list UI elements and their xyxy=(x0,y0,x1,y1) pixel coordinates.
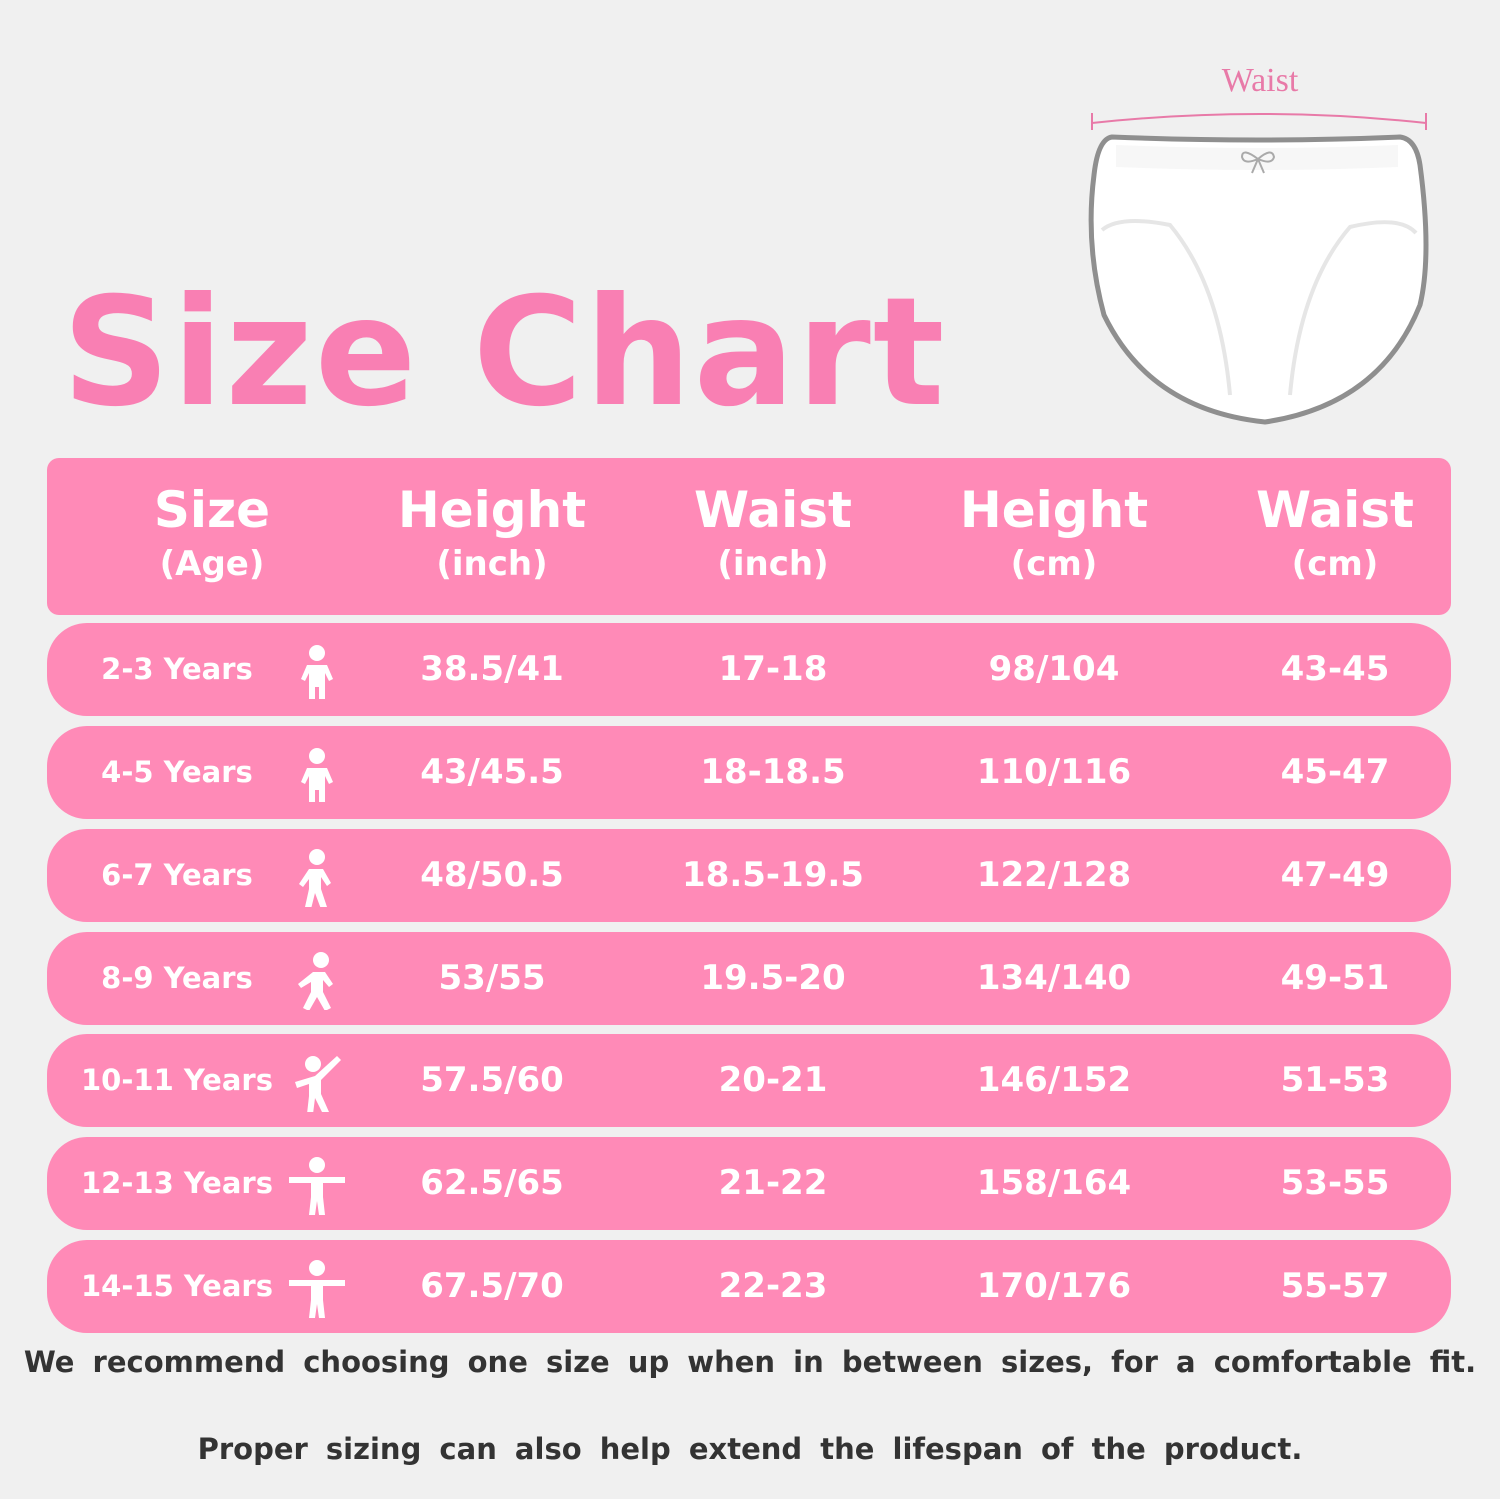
height-cm-cell: 110/116 xyxy=(976,752,1132,792)
waist-cm-cell: 47-49 xyxy=(1280,855,1390,895)
waist-measure-line xyxy=(1091,113,1427,124)
waist-cm-cell: 51-53 xyxy=(1280,1060,1390,1100)
waist-cm-cell: 45-47 xyxy=(1280,752,1390,792)
page-title: Size Chart xyxy=(62,266,947,440)
waist-in-cell: 21-22 xyxy=(718,1163,828,1203)
table-row: 10-11 Years 57.5/60 20-21 146/152 51-53 xyxy=(47,1034,1451,1127)
header-sub: (cm) xyxy=(1010,544,1098,584)
size-cell: 8-9 Years xyxy=(101,961,253,995)
height-in-cell: 53/55 xyxy=(438,958,546,998)
waist-in-cell: 20-21 xyxy=(718,1060,828,1100)
height-in-cell: 48/50.5 xyxy=(420,855,564,895)
header-sub: (inch) xyxy=(436,544,548,584)
waist-cm-cell: 53-55 xyxy=(1280,1163,1390,1203)
header-waist-cm: Waist (cm) xyxy=(1205,480,1465,588)
toddler-icon xyxy=(301,748,333,802)
header-height-inch: Height (inch) xyxy=(362,480,622,588)
header-main: Waist xyxy=(1256,481,1414,539)
height-in-cell: 43/45.5 xyxy=(420,752,564,792)
waist-cm-cell: 43-45 xyxy=(1280,649,1390,689)
size-cell: 6-7 Years xyxy=(101,858,253,892)
table-row: 4-5 Years 43/45.5 18-18.5 110/116 45-47 xyxy=(47,726,1451,819)
height-in-cell: 67.5/70 xyxy=(420,1266,564,1306)
child-walking-icon xyxy=(299,849,331,907)
header-main: Size xyxy=(153,481,271,539)
child-arms-out-icon xyxy=(289,1157,345,1215)
height-cm-cell: 134/140 xyxy=(976,958,1132,998)
header-sub: (inch) xyxy=(717,544,829,584)
table-row: 12-13 Years 62.5/65 21-22 158/164 53-55 xyxy=(47,1137,1451,1230)
waist-in-cell: 18.5-19.5 xyxy=(682,855,864,895)
height-cm-cell: 170/176 xyxy=(976,1266,1132,1306)
lifespan-note: Proper sizing can also help extend the l… xyxy=(197,1432,1303,1466)
size-cell: 10-11 Years xyxy=(81,1063,273,1097)
header-sub: (Age) xyxy=(159,544,265,584)
height-cm-cell: 98/104 xyxy=(988,649,1120,689)
waist-label: Waist xyxy=(1221,62,1299,99)
header-height-cm: Height (cm) xyxy=(924,480,1184,588)
height-cm-cell: 146/152 xyxy=(976,1060,1132,1100)
waist-cm-cell: 49-51 xyxy=(1280,958,1390,998)
height-in-cell: 57.5/60 xyxy=(420,1060,564,1100)
size-cell: 14-15 Years xyxy=(81,1269,273,1303)
child-dancing-icon xyxy=(295,1056,341,1112)
child-arms-out-icon xyxy=(289,1260,345,1318)
child-running-icon xyxy=(298,952,333,1010)
table-row: 2-3 Years 38.5/41 17-18 98/104 43-45 xyxy=(47,623,1451,716)
bow-icon xyxy=(1240,151,1276,174)
toddler-icon xyxy=(301,645,333,699)
table-row: 6-7 Years 48/50.5 18.5-19.5 122/128 47-49 xyxy=(47,829,1451,922)
header-main: Height xyxy=(959,481,1149,539)
height-in-cell: 62.5/65 xyxy=(420,1163,564,1203)
table-row: 14-15 Years 67.5/70 22-23 170/176 55-57 xyxy=(47,1240,1451,1333)
waist-in-cell: 17-18 xyxy=(718,649,828,689)
header-size: Size (Age) xyxy=(82,480,342,588)
height-in-cell: 38.5/41 xyxy=(420,649,564,689)
table-header: Size (Age) Height (inch) Waist (inch) Heigh… xyxy=(47,458,1451,615)
header-waist-inch: Waist (inch) xyxy=(643,480,903,588)
briefs-illustration xyxy=(1088,113,1429,425)
table-row: 8-9 Years 53/55 19.5-20 134/140 49-51 xyxy=(47,932,1451,1025)
size-cell: 4-5 Years xyxy=(101,755,253,789)
size-cell: 12-13 Years xyxy=(81,1166,273,1200)
header-main: Height xyxy=(397,481,587,539)
waist-in-cell: 22-23 xyxy=(718,1266,828,1306)
waist-in-cell: 18-18.5 xyxy=(700,752,846,792)
recommendation-note: We recommend choosing one size up when i… xyxy=(23,1345,1477,1379)
header-sub: (cm) xyxy=(1291,544,1379,584)
size-cell: 2-3 Years xyxy=(101,652,253,686)
waist-in-cell: 19.5-20 xyxy=(700,958,846,998)
waist-cm-cell: 55-57 xyxy=(1280,1266,1390,1306)
height-cm-cell: 158/164 xyxy=(976,1163,1132,1203)
header-main: Waist xyxy=(694,481,852,539)
height-cm-cell: 122/128 xyxy=(976,855,1132,895)
